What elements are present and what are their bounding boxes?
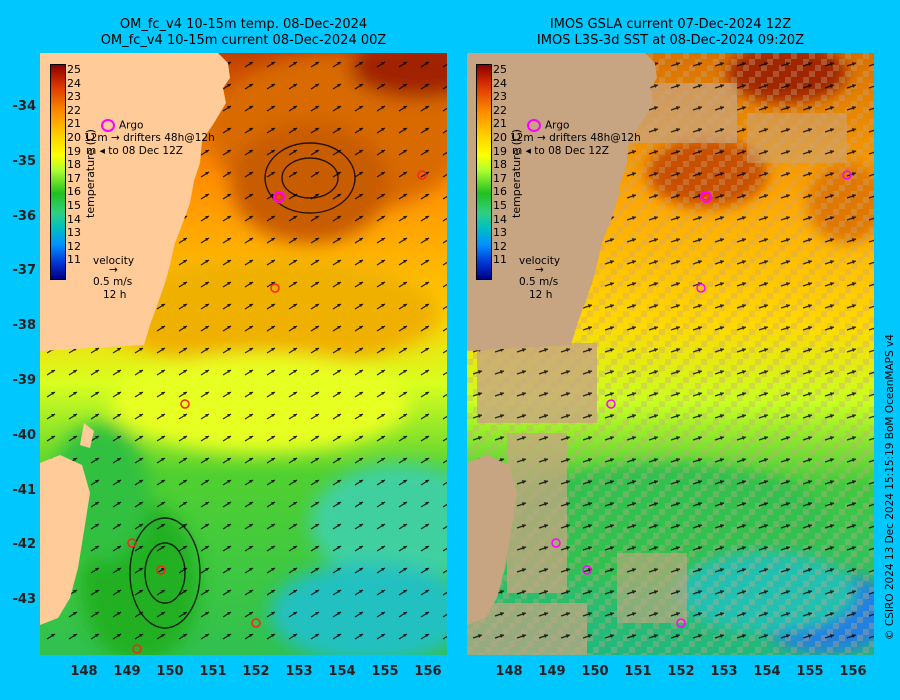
lon-tick-label: 148 (495, 664, 523, 679)
colorbar-tick: 25 (493, 63, 507, 76)
velocity-title-left: velocity (93, 255, 135, 267)
observed-sst-field (467, 53, 874, 655)
lon-tick-label: 151 (199, 664, 227, 679)
lat-tick-label: -42 (12, 537, 37, 553)
legend-drifters-right: 12m → drifters 48h@12h (510, 132, 641, 144)
velocity-arrow-right: → (535, 264, 544, 276)
colorbar-tick: 23 (67, 90, 81, 104)
colorbar-tick: 18 (493, 158, 507, 172)
lon-tick-label: 152 (667, 664, 695, 679)
legend-argo-right: Argo (527, 119, 569, 132)
colorbar-tick: 25 (67, 63, 81, 76)
lat-tick-label: -40 (12, 427, 37, 443)
lon-tick-label: 154 (328, 664, 356, 679)
colorbar-left (50, 64, 66, 280)
colorbar-tick: 24 (67, 76, 81, 90)
legend-drifters-right-2: m ◂ to 08 Dec 12Z (512, 145, 609, 157)
colorbar-tick: 12 (493, 239, 507, 253)
lon-tick-label: 150 (156, 664, 184, 679)
right-panel-title: IMOS GSLA current 07-Dec-2024 12Z IMOS L… (467, 17, 874, 49)
lon-tick-label: 152 (242, 664, 270, 679)
velocity-time-left: 12 h (103, 289, 127, 301)
lon-tick-label: 156 (414, 664, 442, 679)
lon-tick-label: 148 (70, 664, 98, 679)
left-title-line2: OM_fc_v4 10-15m current 08-Dec-2024 00Z (100, 33, 387, 48)
colorbar-tick: 16 (493, 185, 507, 199)
colorbar-tick: 20 (67, 131, 81, 144)
lon-tick-label: 153 (285, 664, 313, 679)
colorbar-tick: 21 (67, 117, 81, 131)
colorbar-tick: 14 (67, 212, 81, 226)
colorbar-tick: 22 (493, 103, 507, 117)
right-title-line2: IMOS L3S-3d SST at 08-Dec-2024 09:20Z (536, 33, 805, 48)
lon-tick-label: 149 (538, 664, 566, 679)
lat-tick-label: -41 (12, 482, 37, 498)
lat-tick-label: -38 (12, 318, 37, 334)
colorbar-tick: 13 (493, 226, 507, 240)
lon-tick-label: 149 (113, 664, 141, 679)
argo-legend-icon (101, 119, 115, 132)
colorbar-tick: 16 (67, 185, 81, 199)
colorbar-tick: 14 (493, 212, 507, 226)
lon-tick-label: 155 (371, 664, 399, 679)
velocity-scale-left: 0.5 m/s (93, 276, 133, 288)
drifter-arrow-icon: ◂ (525, 145, 531, 157)
legend-drifters-left: 12m → drifters 48h@12h (84, 132, 215, 144)
colorbar-tick: 11 (493, 253, 507, 267)
colorbar-tick: 21 (493, 117, 507, 131)
right-title-line1: IMOS GSLA current 07-Dec-2024 12Z (549, 17, 792, 32)
colorbar-tick: 11 (67, 253, 81, 267)
left-title-line1: OM_fc_v4 10-15m temp. 08-Dec-2024 (119, 17, 368, 32)
colorbar-tick: 19 (493, 144, 507, 158)
colorbar-tick: 17 (67, 171, 81, 185)
colorbar-tick: 12 (67, 239, 81, 253)
credit-text: © CSIRO 2024 13 Dec 2024 15:15:19 BoM Oc… (884, 334, 896, 640)
lon-tick-label: 155 (796, 664, 824, 679)
model-temperature-field (40, 53, 447, 655)
colorbar-tick: 15 (493, 199, 507, 212)
colorbar-tick: 20 (493, 131, 507, 144)
lat-tick-label: -35 (12, 153, 37, 169)
lon-tick-label: 150 (581, 664, 609, 679)
lat-tick-label: -34 (12, 99, 37, 114)
colorbar-tick: 18 (67, 158, 81, 172)
argo-markers (127, 170, 427, 654)
velocity-scale-right: 0.5 m/s (519, 276, 559, 288)
colorbar-tick: 19 (67, 144, 81, 158)
argo-legend-icon (527, 119, 541, 132)
colorbar-tick: 13 (67, 226, 81, 240)
lat-tick-label: -37 (12, 263, 37, 279)
legend-drifters-left-2: m ◂ to 08 Dec 12Z (86, 145, 183, 157)
colorbar-tick: 15 (67, 199, 81, 212)
observed-sst-map (467, 53, 874, 655)
left-panel-title: OM_fc_v4 10-15m temp. 08-Dec-2024 OM_fc_… (40, 17, 447, 49)
lon-tick-label: 154 (753, 664, 781, 679)
drifter-arrow-icon: ◂ (99, 145, 105, 157)
lat-tick-label: -43 (12, 592, 37, 608)
lon-tick-label: 153 (710, 664, 738, 679)
velocity-arrow-left: → (109, 264, 118, 276)
colorbar-right (476, 64, 492, 280)
drifter-arrow-icon: → (110, 132, 120, 144)
drifter-arrow-icon: → (536, 132, 546, 144)
lat-tick-label: -39 (12, 373, 37, 388)
lat-tick-label: -36 (12, 208, 37, 224)
argo-markers-right (551, 170, 852, 628)
colorbar-tick: 24 (493, 76, 507, 90)
colorbar-tick: 22 (67, 103, 81, 117)
colorbar-tick: 23 (493, 90, 507, 104)
lon-tick-label: 156 (839, 664, 867, 679)
velocity-title-right: velocity (519, 255, 561, 267)
lon-tick-label: 151 (624, 664, 652, 679)
velocity-time-right: 12 h (529, 289, 553, 301)
colorbar-tick: 17 (493, 171, 507, 185)
legend-argo-left: Argo (101, 119, 143, 132)
model-temperature-map (40, 53, 447, 655)
